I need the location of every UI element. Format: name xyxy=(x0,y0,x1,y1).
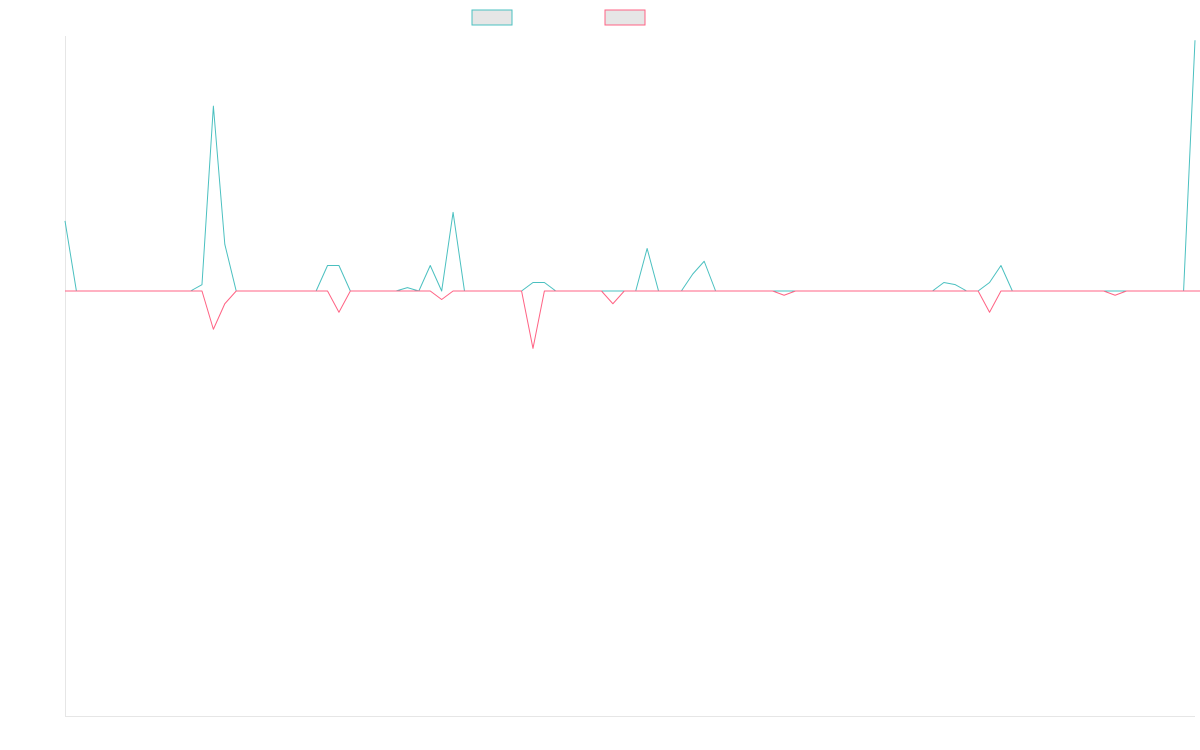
series-line-2 xyxy=(65,290,1200,349)
legend-swatch-series-2[interactable] xyxy=(604,9,646,26)
series-line-1 xyxy=(64,40,1196,292)
legend-swatch-series-1[interactable] xyxy=(471,9,513,26)
series-layer xyxy=(64,40,1200,349)
legend[interactable] xyxy=(471,9,646,26)
